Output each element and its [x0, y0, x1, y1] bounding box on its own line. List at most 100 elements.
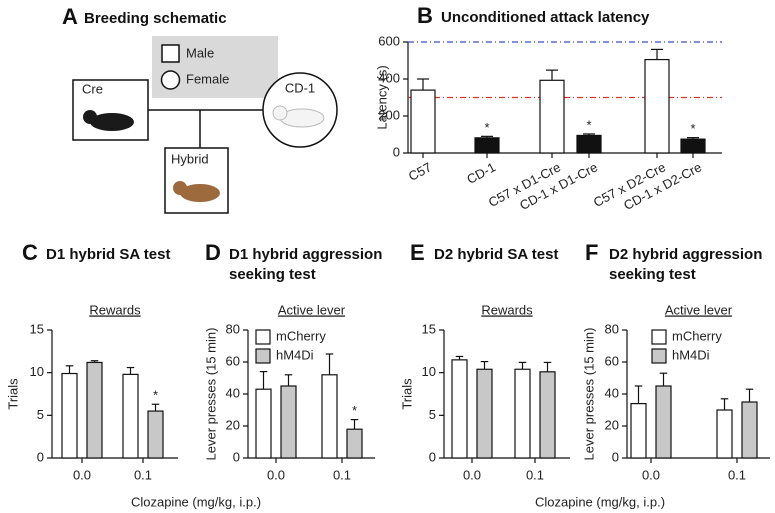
- y-tick-label: 200: [378, 107, 400, 122]
- y-tick-label: 40: [605, 385, 619, 400]
- panel-header: D D1 hybrid aggression seeking test: [205, 240, 395, 289]
- x-tick-label: C57: [406, 159, 434, 183]
- y-tick-label: 0: [429, 449, 436, 464]
- y-tick-label: 0: [233, 449, 240, 464]
- legend-swatch: [651, 348, 667, 364]
- bar: [346, 428, 363, 459]
- panel-letter: E: [410, 240, 425, 265]
- bar: [61, 372, 78, 459]
- panel-header: B Unconditioned attack latency: [417, 3, 757, 52]
- legend-label: hM4Di: [276, 347, 314, 362]
- legend-label: mCherry: [276, 328, 326, 343]
- significance-marker: *: [352, 403, 357, 418]
- bar: [122, 373, 139, 459]
- panel-title: Breeding schematic: [84, 10, 227, 27]
- panel-letter: F: [585, 240, 599, 265]
- subtitle: Active lever: [665, 302, 733, 317]
- panel-letter: D: [205, 240, 221, 265]
- y-tick-label: 600: [378, 33, 400, 48]
- y-tick-label: 0: [393, 144, 400, 159]
- x-tick-label: 0.1: [728, 467, 746, 482]
- y-tick-label: 60: [605, 353, 619, 368]
- y-tick-label: 10: [422, 364, 436, 379]
- bar: [630, 403, 647, 459]
- y-axis-label: Trials: [5, 378, 20, 410]
- panel-header: F D2 hybrid aggression seeking test: [585, 240, 775, 289]
- y-tick-label: 20: [226, 417, 240, 432]
- panel-letter: C: [22, 240, 38, 265]
- y-axis-label: Lever presses (15 min): [203, 328, 218, 461]
- y-tick-label: 15: [30, 321, 44, 336]
- bar: [576, 134, 602, 154]
- y-tick-label: 0: [612, 449, 619, 464]
- y-tick-label: 15: [422, 321, 436, 336]
- x-tick-label: 0.1: [333, 467, 351, 482]
- significance-marker: *: [484, 120, 489, 135]
- subtitle: Rewards: [89, 302, 141, 317]
- bar: [410, 89, 436, 154]
- x-tick-label: 0.0: [463, 467, 481, 482]
- node-label: CD-1: [285, 80, 315, 95]
- bar: [255, 388, 272, 459]
- legend-label: Female: [186, 71, 229, 86]
- panel-title: D2 hybrid SA test: [434, 246, 559, 263]
- y-axis-label: Lever presses (15 min): [581, 328, 596, 461]
- significance-marker: *: [690, 121, 695, 136]
- y-tick-label: 400: [378, 70, 400, 85]
- panel-header: E D2 hybrid SA test: [410, 240, 580, 289]
- significance-marker: *: [153, 388, 158, 403]
- bar: [539, 79, 565, 154]
- legend-swatch: [255, 348, 271, 364]
- legend-label: Male: [186, 45, 214, 60]
- bar: [321, 374, 338, 459]
- bar: [741, 401, 758, 459]
- x-tick-label: 0.0: [73, 467, 91, 482]
- offspring-node: [164, 147, 229, 214]
- y-tick-label: 5: [429, 407, 436, 422]
- y-tick-label: 60: [226, 353, 240, 368]
- panel-header: C D1 hybrid SA test: [22, 240, 192, 289]
- x-tick-label: 0.1: [134, 467, 152, 482]
- panel-title: D1 hybrid SA test: [46, 246, 171, 263]
- female-symbol: [160, 70, 181, 90]
- panel-title: Unconditioned attack latency: [441, 9, 650, 26]
- y-tick-label: 0: [37, 449, 44, 464]
- legend-swatch: [651, 329, 667, 345]
- bar: [716, 409, 733, 459]
- subtitle: Active lever: [278, 302, 346, 317]
- mouse-icon: [173, 181, 187, 195]
- node-label: Cre: [82, 81, 103, 96]
- y-tick-label: 5: [37, 407, 44, 422]
- y-tick-label: 10: [30, 364, 44, 379]
- legend-label: mCherry: [672, 328, 722, 343]
- mouse-icon: [272, 105, 288, 121]
- bar: [514, 368, 531, 459]
- mouse-icon: [83, 110, 97, 124]
- y-axis-label: Latency (s): [374, 65, 389, 129]
- y-tick-label: 40: [226, 385, 240, 400]
- y-tick-label: 20: [605, 417, 619, 432]
- bar: [86, 361, 103, 459]
- bar: [655, 385, 672, 459]
- bar: [539, 371, 556, 459]
- panel-title: D2 hybrid aggression seeking test: [609, 246, 763, 283]
- x-tick-label: 0.0: [267, 467, 285, 482]
- x-axis-label: Clozapine (mg/kg, i.p.): [131, 494, 261, 509]
- y-axis-label: Trials: [399, 378, 414, 410]
- bar: [147, 410, 164, 459]
- bar: [451, 359, 468, 459]
- mouse-icon: [90, 113, 134, 131]
- panel-letter: A: [62, 4, 78, 29]
- x-tick-label: 0.1: [526, 467, 544, 482]
- bar: [680, 138, 706, 154]
- male-symbol: [161, 44, 180, 63]
- x-tick-label: CD-1: [464, 159, 498, 186]
- subtitle: Rewards: [481, 302, 533, 317]
- panel-letter: B: [417, 3, 433, 28]
- legend-label: hM4Di: [672, 347, 710, 362]
- y-tick-label: 80: [605, 321, 619, 336]
- bar: [474, 137, 500, 154]
- node-label: Hybrid: [171, 151, 209, 166]
